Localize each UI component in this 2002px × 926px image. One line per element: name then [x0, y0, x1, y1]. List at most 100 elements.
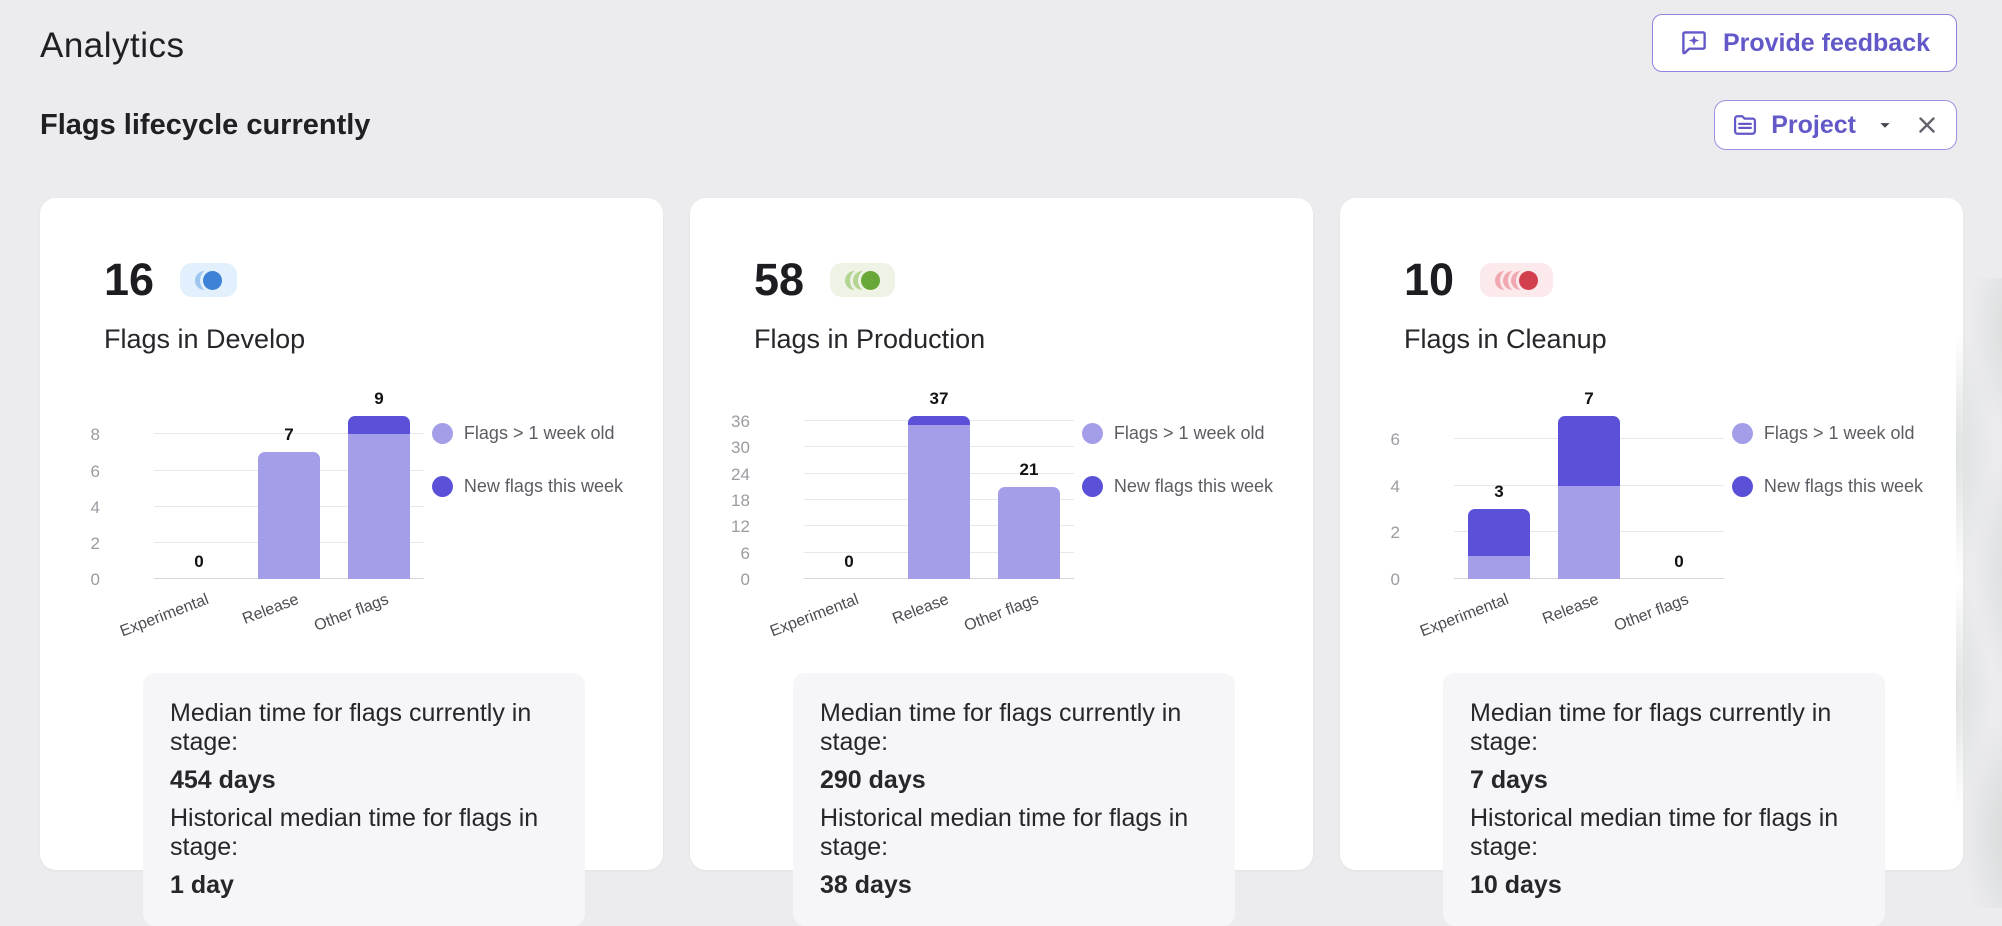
provide-feedback-button[interactable]: Provide feedback: [1651, 14, 1957, 72]
flag-count: 10: [1404, 254, 1455, 305]
median-historical-value: 1 day: [170, 871, 234, 899]
plot-area: 0 2 4 6 8 0 Experimental 7 Release 9 Other flags: [90, 389, 424, 640]
bar-segment-old: [348, 434, 410, 579]
legend-dot-new-icon: [1731, 476, 1753, 497]
project-filter-label: Project: [1771, 110, 1856, 139]
legend-label-new: New flags this week: [1113, 476, 1273, 496]
bar-value-label: 37: [929, 389, 949, 409]
count-row: 10: [1404, 254, 1923, 306]
chart-legend: Flags > 1 week old New flags this week: [431, 423, 623, 641]
bar-segment-new: [908, 416, 970, 426]
legend-item-new: New flags this week: [1731, 476, 1923, 497]
legend-label-old: Flags > 1 week old: [1113, 423, 1265, 443]
stage-dot: [1519, 270, 1539, 290]
bar-segment-old: [1468, 555, 1530, 579]
y-tick-label: 24: [731, 464, 750, 484]
section-row: Flags lifecycle currently Project: [0, 72, 2002, 150]
legend-dot-new-icon: [1081, 476, 1103, 497]
chevron-down-icon[interactable]: [1874, 114, 1896, 136]
y-tick-label: 0: [740, 570, 750, 589]
cleanup-stage-icon: [1480, 263, 1554, 297]
card-title: Flags in Production: [754, 324, 986, 354]
card-title: Flags in Cleanup: [1404, 324, 1607, 354]
provide-feedback-label: Provide feedback: [1722, 28, 1930, 57]
median-historical-label: Historical median time for flags in stag…: [170, 804, 539, 861]
legend-label-new: New flags this week: [463, 476, 623, 496]
bar-value-label: 7: [284, 425, 294, 445]
plot-area: 0 2 4 6 3 Experimental 7 Release 0 Other flags: [1390, 389, 1724, 640]
legend-item-old: Flags > 1 week old: [431, 423, 623, 444]
y-tick-label: 8: [90, 425, 100, 445]
median-stats-box: Median time for flags currently in stage…: [793, 673, 1235, 926]
lifecycle-chart: 0 2 4 6 8 0 Experimental 7 Release 9 Other flags F…: [90, 385, 623, 641]
grid-line: [154, 433, 424, 435]
median-stats-box: Median time for flags currently in stage…: [143, 673, 585, 926]
section-title: Flags lifecycle currently: [40, 108, 371, 141]
legend-item-old: Flags > 1 week old: [1731, 423, 1923, 444]
y-tick-label: 6: [740, 543, 750, 563]
stage-dot: [203, 270, 223, 290]
close-icon[interactable]: [1914, 112, 1940, 138]
median-current-value: 7 days: [1470, 766, 1548, 794]
bar-segment-old: [1558, 485, 1620, 579]
flag-stage-card-cleanup: 10 Flags in Cleanup 0 2 4 6 3 Experimental 7 Re…: [1340, 198, 1963, 926]
develop-stage-icon: [180, 263, 238, 297]
bar-segment-new: [1558, 416, 1620, 486]
legend-label-old: Flags > 1 week old: [1763, 423, 1915, 443]
project-filter-chip[interactable]: Project: [1714, 100, 1957, 150]
legend-dot-old-icon: [1081, 423, 1103, 444]
production-stage-icon: [830, 263, 896, 297]
median-historical-label: Historical median time for flags in stag…: [820, 804, 1189, 861]
flag-stage-card-develop: 16 Flags in Develop 0 2 4 6 8 0 Experimental 7 R…: [40, 198, 663, 926]
median-current-label: Median time for flags currently in stage…: [1470, 699, 1832, 756]
lifecycle-chart: 0 6 12 18 24 30 36 0 Experimental 37 Release 21 Othe…: [731, 385, 1273, 641]
y-tick-label: 2: [1390, 523, 1400, 543]
bar-value-label: 0: [194, 552, 204, 571]
lifecycle-chart: 0 2 4 6 3 Experimental 7 Release 0 Other flags Fl…: [1390, 385, 1923, 641]
y-tick-label: 6: [1390, 430, 1400, 450]
y-tick-label: 4: [1390, 476, 1400, 496]
bar-value-label: 0: [1674, 552, 1684, 571]
legend-item-new: New flags this week: [1081, 476, 1273, 497]
cards-row: 16 Flags in Develop 0 2 4 6 8 0 Experimental 7 R…: [0, 150, 2002, 926]
y-tick-label: 18: [731, 490, 750, 510]
legend-dot-new-icon: [431, 476, 453, 497]
median-current-value: 290 days: [820, 766, 926, 794]
feedback-bubble-star-icon: [1679, 28, 1709, 58]
chart-legend: Flags > 1 week old New flags this week: [1731, 423, 1923, 641]
y-tick-label: 2: [90, 533, 100, 553]
flag-stage-card-production: 58 Flags in Production 0 6 12 18 24 30 36 0 Expe…: [690, 198, 1313, 926]
count-row: 58: [754, 254, 1273, 306]
y-tick-label: 30: [731, 438, 750, 458]
header-row: Analytics Provide feedback: [0, 0, 2002, 72]
legend-label-old: Flags > 1 week old: [463, 423, 615, 443]
bar-segment-old: [998, 486, 1060, 579]
card-title: Flags in Develop: [104, 324, 306, 354]
count-row: 16: [104, 254, 623, 306]
bar-value-label: 21: [1019, 459, 1039, 479]
bar-segment-old: [908, 425, 970, 579]
stage-dot: [861, 270, 881, 290]
y-tick-label: 6: [90, 461, 100, 481]
median-stats-box: Median time for flags currently in stage…: [1443, 673, 1885, 926]
plot-area: 0 6 12 18 24 30 36 0 Experimental 37 Release 21 Othe…: [731, 389, 1074, 640]
legend-item-new: New flags this week: [431, 476, 623, 497]
bar-value-label: 7: [1584, 389, 1594, 408]
median-historical-value: 10 days: [1470, 871, 1562, 899]
y-tick-label: 4: [90, 497, 100, 517]
legend-dot-old-icon: [431, 423, 453, 444]
project-folder-icon: [1731, 111, 1759, 139]
page-title: Analytics: [40, 26, 185, 65]
flag-count: 16: [104, 254, 155, 305]
y-tick-label: 0: [1390, 570, 1400, 589]
y-tick-label: 36: [731, 411, 750, 431]
median-historical-label: Historical median time for flags in stag…: [1470, 804, 1839, 861]
bar-value-label: 9: [374, 389, 384, 409]
bar-segment-new: [348, 416, 410, 435]
legend-dot-old-icon: [1731, 423, 1753, 444]
y-tick-label: 0: [90, 570, 100, 589]
legend-label-new: New flags this week: [1763, 476, 1923, 496]
bar-segment-new: [1468, 509, 1530, 556]
median-current-value: 454 days: [170, 766, 276, 794]
